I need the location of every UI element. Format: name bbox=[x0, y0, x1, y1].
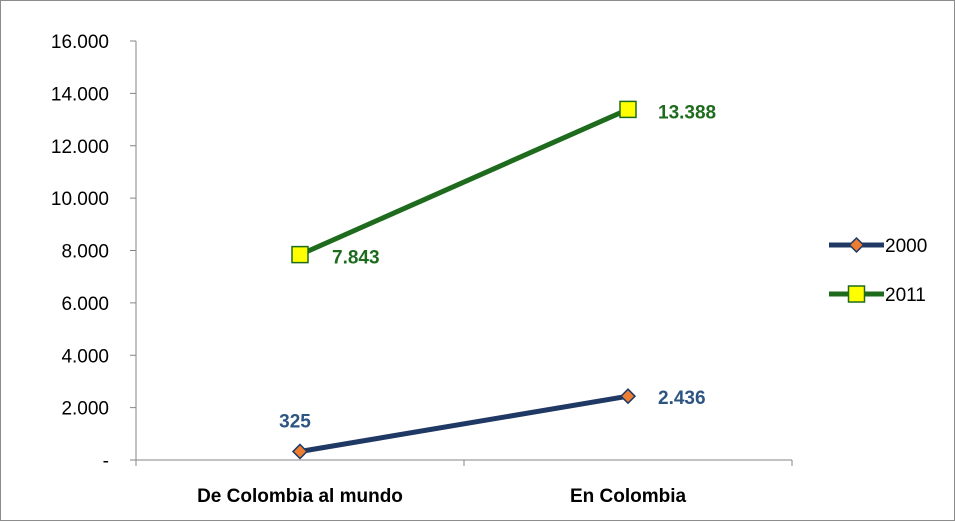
legend-label: 2000 bbox=[885, 236, 927, 257]
y-tick-label: 14.000 bbox=[51, 84, 109, 105]
y-tick-label: - bbox=[103, 451, 109, 472]
legend: 2000 2011 bbox=[829, 236, 927, 306]
data-label: 325 bbox=[279, 411, 311, 432]
series-line bbox=[298, 107, 630, 257]
data-label: 13.388 bbox=[658, 102, 716, 123]
series-line bbox=[299, 393, 629, 454]
data-point bbox=[291, 443, 309, 460]
series-layer bbox=[291, 100, 637, 460]
series-2000 bbox=[291, 388, 637, 460]
series-2011 bbox=[291, 100, 637, 264]
y-tick-label: 8.000 bbox=[61, 242, 109, 263]
data-point bbox=[619, 388, 637, 405]
y-tick-label: 12.000 bbox=[51, 137, 109, 158]
data-point bbox=[291, 245, 309, 264]
legend-marker bbox=[848, 236, 865, 254]
legend-marker bbox=[847, 285, 866, 303]
legend-item-2000: 2000 bbox=[829, 236, 927, 257]
y-tick-label: 6.000 bbox=[61, 294, 109, 315]
data-label: 2.436 bbox=[658, 388, 706, 409]
y-tick-label: 16.000 bbox=[51, 32, 109, 53]
data-point bbox=[619, 100, 637, 119]
legend-item-2011: 2011 bbox=[829, 285, 926, 306]
legend-label: 2011 bbox=[885, 285, 926, 306]
x-category-label: En Colombia bbox=[570, 486, 687, 507]
y-tick-label: 2.000 bbox=[61, 399, 109, 420]
x-category-label: De Colombia al mundo bbox=[197, 486, 403, 507]
data-label: 7.843 bbox=[332, 248, 380, 269]
axes: - 2.000 4.000 6.000 8.000 10.000 12.000 14.000 1… bbox=[51, 32, 793, 507]
y-tick-label: 10.000 bbox=[51, 189, 109, 210]
data-labels: 325 2.436 7.843 13.388 bbox=[279, 102, 716, 432]
y-tick-label: 4.000 bbox=[61, 346, 109, 367]
